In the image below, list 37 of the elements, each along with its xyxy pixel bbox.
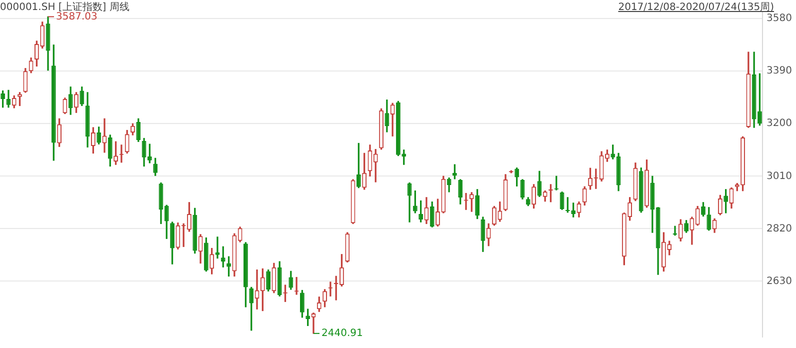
- chart-subtitle: 2017/12/08-2020/07/24(135周): [618, 1, 774, 14]
- candlestick: [300, 290, 304, 318]
- candlestick: [532, 184, 536, 209]
- candlestick: [396, 100, 400, 156]
- candlestick: [475, 189, 480, 220]
- annotation: 2440.91: [321, 328, 363, 340]
- candlestick: [662, 232, 666, 272]
- candlestick: [187, 202, 192, 232]
- y-tick-label: 2820: [766, 223, 792, 234]
- candlestick: [114, 141, 118, 165]
- candlestick: [340, 254, 344, 286]
- candlestick: [701, 202, 706, 217]
- candlestick: [266, 270, 271, 292]
- candlestick: [170, 222, 174, 264]
- candlestick: [322, 289, 327, 308]
- candlestick: [34, 40, 39, 66]
- candlestick: [379, 108, 384, 150]
- candlestick: [244, 242, 248, 308]
- y-tick-label: 2630: [766, 276, 792, 287]
- candlestick: [74, 92, 78, 113]
- y-tick-label: 3200: [766, 118, 792, 130]
- candlestick: [130, 123, 135, 136]
- candlestick: [588, 168, 592, 190]
- candlestick: [18, 92, 22, 106]
- y-tick-label: 3390: [766, 66, 792, 77]
- candlestick: [644, 160, 649, 208]
- candlestick: [492, 206, 496, 226]
- chart-title: 000001.SH [上证指数] 周线: [0, 0, 130, 13]
- candlestick: [226, 256, 231, 277]
- candlestick: [91, 127, 96, 154]
- y-tick-label: 3580: [766, 13, 792, 24]
- candlestick: [740, 136, 745, 192]
- candlestick: [684, 220, 688, 233]
- y-tick-label: 3010: [766, 170, 792, 182]
- annotation: 3587.03: [56, 11, 98, 22]
- candlestick: [436, 198, 440, 227]
- candlestick: [758, 73, 762, 126]
